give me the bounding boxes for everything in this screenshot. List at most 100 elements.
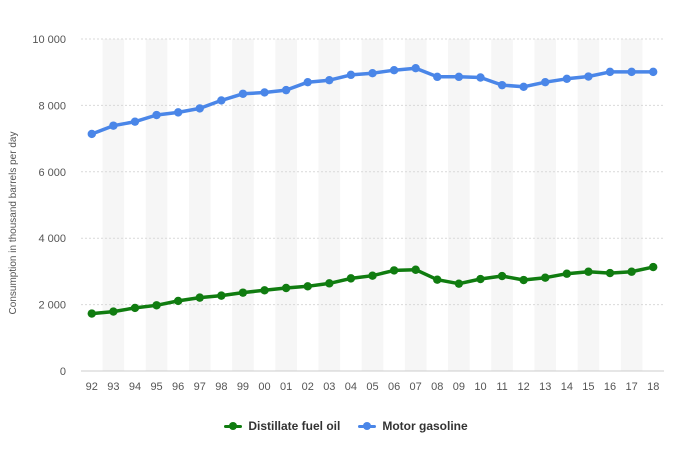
data-point-motor-gasoline[interactable] <box>649 67 658 77</box>
data-point-motor-gasoline[interactable] <box>627 67 636 77</box>
y-axis-label: Consumption in thousand barrels per day <box>8 132 19 315</box>
data-point-motor-gasoline[interactable] <box>238 89 248 98</box>
x-tick-label: 17 <box>625 381 637 393</box>
x-tick-label: 07 <box>410 381 422 393</box>
data-point-motor-gasoline[interactable] <box>605 67 615 77</box>
data-point-distillate-fuel-oil[interactable] <box>303 282 312 291</box>
x-tick-label: 04 <box>345 381 357 393</box>
x-tick-label: 14 <box>561 381 573 393</box>
x-tick-label: 08 <box>431 381 443 393</box>
data-point-motor-gasoline[interactable] <box>541 77 550 87</box>
data-point-motor-gasoline[interactable] <box>411 64 420 73</box>
data-point-motor-gasoline[interactable] <box>476 73 485 82</box>
data-point-motor-gasoline[interactable] <box>152 110 161 120</box>
data-point-distillate-fuel-oil[interactable] <box>519 275 528 285</box>
data-point-distillate-fuel-oil[interactable] <box>411 265 420 274</box>
series-motor-gasoline <box>87 64 658 139</box>
data-point-distillate-fuel-oil[interactable] <box>562 269 572 278</box>
data-point-distillate-fuel-oil[interactable] <box>195 293 204 302</box>
legend-label-distillate-fuel-oil: Distillate fuel oil <box>248 419 341 433</box>
data-point-distillate-fuel-oil[interactable] <box>87 309 96 318</box>
data-point-distillate-fuel-oil[interactable] <box>433 275 442 284</box>
data-point-motor-gasoline[interactable] <box>454 72 464 82</box>
data-point-motor-gasoline[interactable] <box>195 104 204 113</box>
column-band <box>491 39 513 371</box>
data-point-distillate-fuel-oil[interactable] <box>476 274 485 284</box>
x-tick-label: 10 <box>474 381 486 393</box>
y-tick-label: 2 000 <box>38 300 66 312</box>
data-point-distillate-fuel-oil[interactable] <box>238 288 248 297</box>
data-point-motor-gasoline[interactable] <box>303 77 312 87</box>
data-point-distillate-fuel-oil[interactable] <box>627 267 636 276</box>
column-band <box>534 39 557 371</box>
column-band <box>188 39 211 371</box>
column-band <box>102 39 125 371</box>
column-band <box>448 39 470 371</box>
x-tick-label: 03 <box>323 381 335 393</box>
y-tick-label: 6 000 <box>38 167 66 179</box>
legend-item-distillate-fuel-oil[interactable]: Distillate fuel oil <box>224 419 340 433</box>
data-point-distillate-fuel-oil[interactable] <box>454 279 464 288</box>
column-band <box>577 39 600 371</box>
x-tick-label: 93 <box>107 381 119 393</box>
column-band <box>145 39 168 371</box>
data-point-motor-gasoline[interactable] <box>130 117 140 126</box>
x-tick-label: 01 <box>280 381 292 393</box>
data-point-motor-gasoline[interactable] <box>389 66 399 75</box>
column-band <box>361 39 384 371</box>
data-point-motor-gasoline[interactable] <box>173 108 183 117</box>
data-point-distillate-fuel-oil[interactable] <box>109 307 118 316</box>
data-point-motor-gasoline[interactable] <box>584 72 593 81</box>
data-point-motor-gasoline[interactable] <box>368 68 377 78</box>
legend-label-motor-gasoline: Motor gasoline <box>382 419 468 433</box>
data-point-distillate-fuel-oil[interactable] <box>325 279 334 288</box>
x-tick-label: 09 <box>453 381 465 393</box>
data-point-motor-gasoline[interactable] <box>562 74 572 84</box>
data-point-motor-gasoline[interactable] <box>87 129 96 139</box>
data-point-motor-gasoline[interactable] <box>519 82 528 92</box>
data-point-motor-gasoline[interactable] <box>217 96 226 105</box>
data-point-distillate-fuel-oil[interactable] <box>605 268 615 278</box>
x-tick-label: 02 <box>302 381 314 393</box>
x-tick-label: 94 <box>129 381 141 393</box>
data-point-motor-gasoline[interactable] <box>346 70 356 80</box>
data-point-motor-gasoline[interactable] <box>260 88 269 97</box>
data-point-distillate-fuel-oil[interactable] <box>173 296 183 306</box>
data-point-distillate-fuel-oil[interactable] <box>584 267 593 276</box>
data-point-distillate-fuel-oil[interactable] <box>130 303 140 313</box>
x-axis-ticks: 92 93 94 95 96 97 98 99 00 01 02 03 04 05 06 07 08 09 10 11… <box>86 381 660 393</box>
data-point-distillate-fuel-oil[interactable] <box>346 274 356 283</box>
column-band <box>318 39 341 371</box>
data-point-distillate-fuel-oil[interactable] <box>541 273 550 282</box>
x-tick-label: 11 <box>496 381 507 393</box>
data-point-distillate-fuel-oil[interactable] <box>389 266 399 275</box>
x-tick-label: 95 <box>150 381 162 393</box>
data-point-motor-gasoline[interactable] <box>433 72 442 82</box>
legend-item-motor-gasoline[interactable]: Motor gasoline <box>358 419 468 433</box>
y-tick-label: 8 000 <box>38 100 66 112</box>
data-point-motor-gasoline[interactable] <box>497 80 507 90</box>
column-band <box>620 39 643 371</box>
x-tick-label: 12 <box>518 381 530 393</box>
x-tick-label: 15 <box>582 381 594 393</box>
data-point-distillate-fuel-oil[interactable] <box>260 286 269 295</box>
x-tick-label: 18 <box>647 381 659 393</box>
x-tick-label: 06 <box>388 381 400 393</box>
data-point-distillate-fuel-oil[interactable] <box>497 271 507 281</box>
series-distillate-fuel-oil <box>87 262 658 318</box>
data-point-motor-gasoline[interactable] <box>325 75 334 85</box>
data-point-distillate-fuel-oil[interactable] <box>649 262 658 272</box>
data-point-distillate-fuel-oil[interactable] <box>281 283 291 293</box>
data-point-motor-gasoline[interactable] <box>109 121 118 130</box>
data-point-distillate-fuel-oil[interactable] <box>152 301 161 310</box>
data-point-distillate-fuel-oil[interactable] <box>217 291 226 300</box>
legend-swatch-distillate-fuel-oil <box>224 421 243 431</box>
x-tick-label: 13 <box>539 381 551 393</box>
x-tick-label: 16 <box>604 381 616 393</box>
y-tick-label: 10 000 <box>32 34 66 46</box>
data-point-distillate-fuel-oil[interactable] <box>368 271 377 280</box>
x-tick-label: 96 <box>172 381 184 393</box>
column-band <box>404 39 427 371</box>
data-point-motor-gasoline[interactable] <box>281 85 291 95</box>
